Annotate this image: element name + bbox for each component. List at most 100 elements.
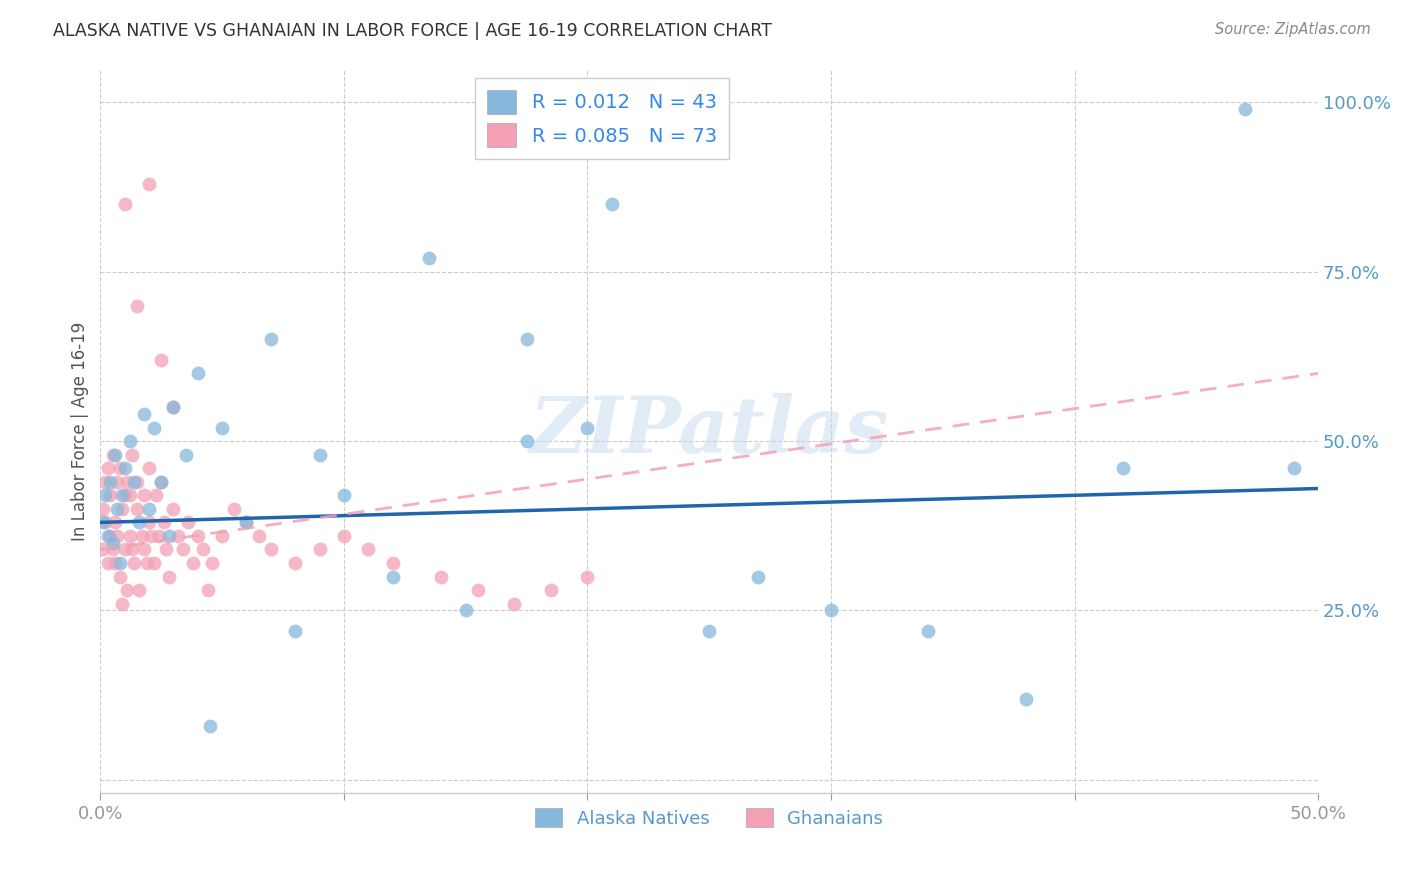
Point [333,529,356,543]
Point [381,556,404,570]
Point [260,333,283,347]
Point [108,461,131,475]
Point [201,556,224,570]
Point [105,501,128,516]
Point [187,367,209,381]
Point [150,475,173,489]
Point [333,488,356,502]
Point [247,529,270,543]
Point [1015,691,1038,706]
Point [697,624,720,638]
Point [181,556,204,570]
Point [134,542,156,557]
Point [98,529,121,543]
Point [115,475,138,489]
Point [430,569,453,583]
Point [138,501,160,516]
Point [118,488,141,502]
Point [197,583,219,598]
Point [235,516,257,530]
Point [284,624,307,638]
Point [138,461,160,475]
Point [114,542,136,557]
Point [94,516,117,530]
Point [576,569,599,583]
Point [98,488,121,502]
Point [308,448,330,462]
Point [503,597,526,611]
Point [108,569,131,583]
Point [125,299,148,313]
Point [138,516,160,530]
Point [142,420,165,434]
Point [91,516,114,530]
Point [150,352,173,367]
Point [235,516,257,530]
Point [540,583,562,598]
Point [108,556,131,570]
Point [138,177,160,191]
Point [172,542,194,557]
Point [155,542,177,557]
Point [747,569,769,583]
Point [191,542,214,557]
Point [516,333,538,347]
Point [114,488,136,502]
Point [134,488,156,502]
Point [121,542,143,557]
Point [121,448,143,462]
Point [576,420,599,434]
Point [187,529,209,543]
Point [125,501,148,516]
Point [105,475,128,489]
Point [142,556,165,570]
Point [91,501,114,516]
Point [134,407,156,421]
Point [98,475,121,489]
Point [125,475,148,489]
Point [150,475,173,489]
Point [1282,461,1305,475]
Point [124,475,146,489]
Point [152,516,174,530]
Point [177,516,200,530]
Point [820,603,842,617]
Point [418,251,440,265]
Point [104,516,127,530]
Point [157,569,180,583]
Point [157,529,180,543]
Point [145,488,167,502]
Point [211,529,233,543]
Point [174,448,197,462]
Point [357,542,380,557]
Point [260,542,283,557]
Point [118,529,141,543]
Point [101,535,124,549]
Point [115,583,138,598]
Point [162,501,184,516]
Point [114,461,136,475]
Point [105,529,128,543]
Point [284,556,307,570]
Text: ZIPatlas: ZIPatlas [530,392,889,469]
Point [104,556,127,570]
Y-axis label: In Labor Force | Age 16-19: In Labor Force | Age 16-19 [72,321,89,541]
Point [101,542,124,557]
Point [104,448,127,462]
Point [1112,461,1135,475]
Point [97,529,120,543]
Point [97,556,120,570]
Point [118,434,141,449]
Point [162,401,184,415]
Point [167,529,190,543]
Point [101,448,124,462]
Point [381,569,404,583]
Point [600,197,623,211]
Point [111,501,134,516]
Point [1234,102,1257,116]
Point [91,542,114,557]
Point [224,501,246,516]
Point [131,529,153,543]
Point [516,434,538,449]
Point [128,516,150,530]
